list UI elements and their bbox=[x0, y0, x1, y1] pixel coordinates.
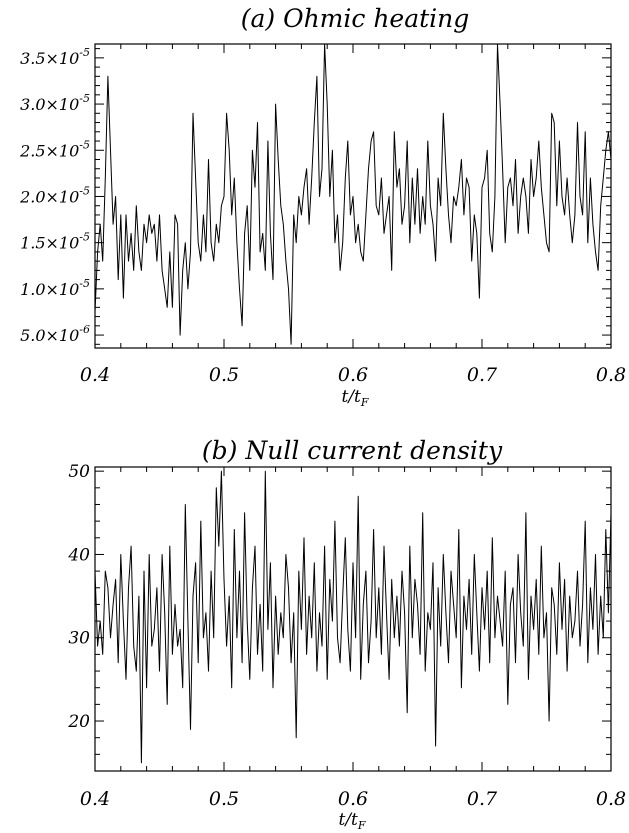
x-tick-label: 0.7 bbox=[467, 364, 498, 386]
x-tick-label: 0.8 bbox=[596, 788, 626, 810]
panel-null-current-density: (b) Null current density 20 30 40 50 0.4 0.5… bbox=[67, 436, 626, 832]
chart-title-b: (b) Null current density bbox=[202, 436, 503, 465]
x-tick-label: 0.6 bbox=[338, 788, 368, 810]
x-tick-label: 0.4 bbox=[80, 364, 110, 386]
panel-ohmic-heating: (a) Ohmic heating 5.0×10-6 1.0×10-5 1.5×10… bbox=[19, 4, 626, 409]
y-tick-label: 3.5×10-5 bbox=[20, 46, 90, 68]
ticks-a bbox=[94, 44, 612, 348]
y-tick-label: 30 bbox=[68, 629, 90, 649]
y-tick-label: 2.0×10-5 bbox=[19, 184, 90, 206]
x-axis-label-b: t/tF bbox=[338, 810, 365, 832]
y-tick-label: 50 bbox=[68, 462, 90, 482]
plot-frame-a bbox=[94, 43, 612, 349]
y-tick-label: 1.5×10-5 bbox=[20, 231, 90, 253]
x-tick-label: 0.7 bbox=[467, 788, 498, 810]
y-tick-labels-b: 20 30 40 50 bbox=[67, 462, 90, 732]
series-line-ohmic-heating bbox=[94, 43, 612, 345]
y-tick-label: 5.0×10-6 bbox=[20, 323, 90, 345]
x-tick-label: 0.8 bbox=[596, 364, 626, 386]
x-tick-label: 0.6 bbox=[338, 364, 368, 386]
plot-frame-b bbox=[94, 466, 612, 772]
chart-title-a: (a) Ohmic heating bbox=[241, 4, 470, 33]
ticks-b bbox=[94, 467, 612, 772]
y-tick-label: 3.0×10-5 bbox=[20, 92, 90, 114]
y-tick-label: 1.0×10-5 bbox=[20, 277, 90, 299]
x-tick-label: 0.5 bbox=[209, 788, 239, 810]
y-tick-label: 20 bbox=[67, 712, 90, 732]
x-tick-label: 0.5 bbox=[209, 364, 239, 386]
series-line-null-current-density bbox=[94, 470, 612, 764]
y-tick-label: 40 bbox=[67, 545, 90, 565]
x-tick-label: 0.4 bbox=[80, 788, 110, 810]
y-tick-label: 2.5×10-5 bbox=[19, 138, 90, 160]
x-tick-labels-b: 0.4 0.5 0.6 0.7 0.8 bbox=[80, 788, 626, 810]
x-tick-labels-a: 0.4 0.5 0.6 0.7 0.8 bbox=[80, 364, 626, 386]
x-axis-label-a: t/tF bbox=[341, 387, 368, 409]
y-tick-labels-a: 5.0×10-6 1.0×10-5 1.5×10-5 2.0×10-5 2.5×10-5… bbox=[19, 46, 90, 345]
